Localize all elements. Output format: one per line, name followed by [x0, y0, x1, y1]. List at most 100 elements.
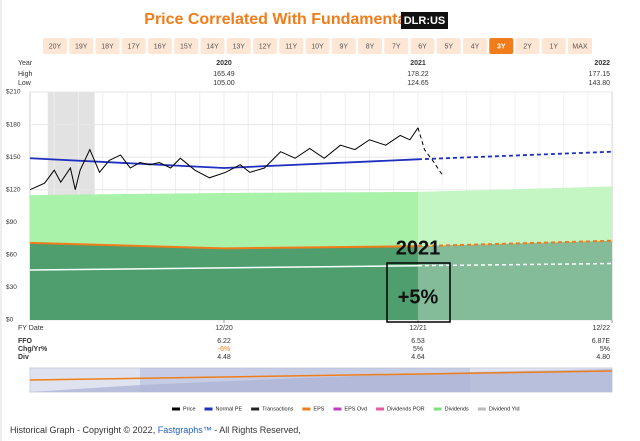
table-cell: 6.87E [592, 338, 611, 345]
dividends-line-forecast [417, 262, 613, 267]
timeframe-button[interactable] [541, 38, 566, 54]
timeframe-label: 14Y [206, 43, 219, 50]
timeframe-label: 17Y [128, 43, 141, 50]
price-line [29, 127, 419, 191]
table-cell: 5% [600, 346, 610, 353]
dividends-line [29, 264, 419, 271]
timeframe-button[interactable] [279, 38, 304, 54]
timeframe-button[interactable] [174, 38, 199, 54]
overview-line [29, 370, 613, 381]
table-cell: 4.48 [217, 354, 231, 361]
timeframe-label: 2Y [523, 43, 532, 50]
x-axis-label: FY Date [18, 325, 44, 332]
timeframe-label: 3Y [497, 43, 506, 50]
timeframe-button[interactable] [358, 38, 382, 54]
y-tick-label: $90 [6, 219, 17, 226]
timeframe-label: 20Y [49, 43, 62, 50]
timeframe-label: MAX [572, 43, 588, 50]
chart-title: Price Correlated With Fundamentals [144, 11, 420, 28]
legend-label: Dividend Yld [489, 406, 520, 412]
annotation-change: +5% [398, 286, 439, 308]
table-cell: 177.15 [589, 71, 611, 78]
table-label: Low [18, 80, 32, 87]
legend-label: Dividends POR [387, 406, 425, 412]
annotation-year: 2021 [396, 237, 441, 259]
table-cell: 143.80 [589, 80, 611, 87]
table-cell: 6.22 [217, 338, 231, 345]
timeframe-button[interactable] [568, 38, 592, 54]
timeframe-button[interactable] [148, 38, 172, 54]
overview-strip [29, 367, 613, 393]
table-cell: 2022 [594, 60, 610, 67]
forecast-fade [418, 92, 612, 320]
timeframe-button[interactable] [463, 38, 487, 54]
y-tick-label: $30 [6, 284, 17, 291]
timeframe-button[interactable] [95, 38, 120, 54]
eps-line [29, 241, 419, 250]
timeframe-button[interactable] [69, 38, 94, 54]
x-tick-label: 12/20 [215, 325, 233, 332]
table-cell: 4.64 [411, 354, 425, 361]
fundamental-label: FFO [18, 338, 33, 345]
table-cell: 105.00 [213, 80, 235, 87]
timeframe-button[interactable] [253, 38, 277, 54]
legend-label: Price [183, 406, 196, 412]
timeframe-label: 9Y [339, 43, 348, 50]
annotation-box [386, 262, 451, 323]
timeframe-label: 18Y [101, 43, 114, 50]
table-cell: 5% [413, 346, 423, 353]
timeframe-label: 4Y [471, 43, 480, 50]
timeframe-label: 16Y [154, 43, 167, 50]
timeframe-button[interactable] [410, 38, 435, 54]
x-tick-label: 12/22 [592, 325, 610, 332]
footer-link[interactable]: Fastgraphs™ [158, 425, 212, 435]
normal_pe-line-forecast [417, 150, 613, 161]
timeframe-label: 12Y [259, 43, 272, 50]
timeframe-button[interactable] [226, 38, 251, 54]
overview-window [140, 368, 470, 392]
table-cell: 4.80 [596, 354, 610, 361]
table-label: Year [18, 60, 33, 67]
y-tick-label: $120 [6, 186, 21, 193]
timeframe-button[interactable] [489, 38, 514, 54]
timeframe-button[interactable] [436, 38, 461, 54]
table-cell: 6.53 [411, 338, 425, 345]
legend-label: Transactions [262, 406, 294, 412]
table-cell: -6% [218, 346, 230, 353]
table-cell: 2020 [216, 60, 232, 67]
timeframe-label: 8Y [366, 43, 375, 50]
table-cell: 165.49 [213, 71, 235, 78]
timeframe-button[interactable] [200, 38, 225, 54]
timeframe-label: 13Y [233, 43, 246, 50]
timeframe-label: 5Y [444, 43, 453, 50]
legend-label: EPS [313, 406, 324, 412]
fundamental-label: Chg/Yr% [18, 346, 48, 353]
y-tick-label: $180 [6, 121, 21, 128]
timeframe-button[interactable] [121, 38, 146, 54]
y-tick-label: $60 [6, 252, 17, 259]
footer-text: Historical Graph - Copyright © 2022, [10, 425, 158, 435]
timeframe-button[interactable] [331, 38, 356, 54]
table-cell: 124.65 [407, 80, 429, 87]
timeframe-button[interactable] [305, 38, 330, 54]
timeframe-label: 10Y [311, 43, 324, 50]
price-line-forecast [417, 127, 443, 175]
legend-label: Normal PE [216, 406, 243, 412]
y-tick-label: $210 [6, 89, 21, 96]
timeframe-label: 6Y [418, 43, 427, 50]
timeframe-label: 1Y [549, 43, 558, 50]
ticker: DLR:US [404, 15, 446, 27]
legend-label: EPS Ovd [344, 406, 367, 412]
y-tick-label: $150 [6, 154, 21, 161]
timeframe-label: 15Y [180, 43, 193, 50]
footer-text: - All Rights Reserved, [212, 425, 301, 435]
eps-line-forecast [417, 239, 613, 248]
timeframe-button[interactable] [384, 38, 409, 54]
table-cell: 178.22 [407, 71, 429, 78]
timeframe-button[interactable] [43, 38, 67, 54]
timeframe-label: 7Y [392, 43, 401, 50]
footer: Historical Graph - Copyright © 2022, Fas… [10, 425, 301, 435]
timeframe-button[interactable] [515, 38, 540, 54]
fundamental-label: Div [18, 354, 29, 361]
